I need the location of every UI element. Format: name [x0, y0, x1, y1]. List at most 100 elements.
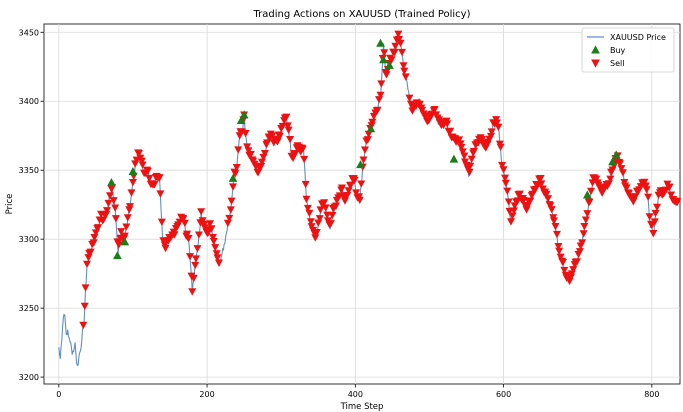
sell-marker [246, 151, 255, 159]
sell-marker [84, 254, 93, 262]
sell-marker [122, 223, 131, 231]
sell-marker [552, 230, 561, 239]
sell-marker [198, 217, 207, 225]
sell-marker [207, 225, 216, 233]
legend-buy-marker [591, 45, 600, 54]
y-tick-label: 3450 [19, 28, 39, 37]
sell-marker [673, 198, 682, 207]
sell-marker [446, 127, 455, 136]
sell-marker [150, 181, 159, 189]
sell-marker [340, 197, 349, 205]
sell-marker [328, 211, 337, 220]
sell-marker [286, 136, 295, 144]
sell-marker [188, 288, 197, 296]
sell-marker [618, 169, 627, 177]
buy-marker [385, 60, 394, 69]
sell-marker [102, 210, 111, 219]
sell-marker [186, 253, 195, 261]
sell-marker [243, 143, 252, 151]
sell-marker [209, 233, 217, 242]
sell-marker [212, 250, 221, 258]
sell-marker [653, 203, 662, 212]
buy-marker [376, 38, 385, 47]
sell-marker [291, 150, 300, 158]
sell-marker [526, 197, 535, 205]
sell-marker [508, 212, 517, 220]
sell-marker [376, 91, 385, 100]
sell-marker [257, 162, 266, 171]
sell-marker [544, 195, 553, 203]
sell-marker [651, 209, 660, 218]
sell-marker [156, 190, 165, 198]
x-axis-label: Time Step [340, 402, 384, 412]
sell-marker [145, 174, 154, 183]
sell-marker [227, 197, 236, 205]
sell-marker [320, 199, 329, 207]
buy-marker [128, 166, 138, 176]
sell-marker [209, 237, 218, 246]
sell-marker [263, 139, 272, 147]
sell-marker [301, 180, 310, 189]
sell-marker [234, 146, 243, 154]
sell-marker [203, 229, 212, 238]
sell-marker [241, 129, 250, 138]
sell-marker [157, 218, 166, 227]
x-axis: 0 200 400 600 800 [56, 384, 659, 399]
plot-area [43, 23, 681, 385]
sell-marker [180, 219, 189, 228]
legend-sell-marker [591, 59, 600, 68]
sell-marker [377, 80, 386, 88]
buy-marker [356, 160, 365, 169]
sell-marker [665, 183, 674, 191]
sell-marker [465, 168, 474, 177]
sell-marker [587, 187, 596, 196]
sell-marker [549, 217, 558, 225]
sell-marker [89, 239, 98, 247]
sell-marker [486, 132, 495, 141]
sell-marker [503, 187, 512, 195]
sell-marker [99, 216, 108, 224]
sell-marker [501, 179, 510, 188]
sell-marker [193, 245, 202, 253]
sell-marker [382, 71, 391, 79]
sell-marker [547, 206, 556, 214]
legend-buy-label: Buy [610, 46, 626, 55]
sell-marker [579, 230, 588, 238]
sell-marker [604, 180, 613, 188]
x-tick-label: 600 [496, 390, 511, 399]
y-tick-label: 3350 [19, 166, 39, 175]
sell-marker [581, 216, 590, 224]
buy-marker [449, 154, 459, 163]
sell-marker [127, 189, 136, 197]
sell-marker [143, 167, 152, 176]
sell-marker [396, 39, 405, 48]
sell-marker [466, 162, 475, 171]
sell-marker [137, 157, 146, 166]
sell-marker [498, 161, 507, 170]
sell-marker [387, 56, 396, 64]
buy-marker [107, 178, 116, 187]
buy-marker [236, 115, 246, 125]
sell-marker [469, 147, 478, 156]
legend-price-label: XAUUSD Price [610, 33, 666, 42]
sell-marker [645, 213, 654, 221]
buy-marker [228, 173, 238, 182]
sell-marker [394, 30, 403, 38]
sell-marker [128, 178, 137, 187]
y-tick-label: 3250 [19, 304, 39, 313]
sell-marker [598, 189, 607, 197]
sell-marker [368, 118, 377, 127]
sell-marker [399, 62, 408, 70]
sell-marker [244, 147, 253, 155]
sell-marker [501, 174, 510, 182]
sell-marker [283, 122, 292, 130]
sell-marker [536, 175, 545, 183]
sell-marker [492, 119, 501, 127]
sell-marker [300, 155, 309, 164]
sell-marker [487, 128, 496, 136]
buy-marker [366, 124, 376, 133]
sell-marker [284, 126, 293, 135]
sell-marker [642, 186, 651, 194]
sell-marker [390, 48, 399, 57]
sell-marker [504, 198, 513, 206]
